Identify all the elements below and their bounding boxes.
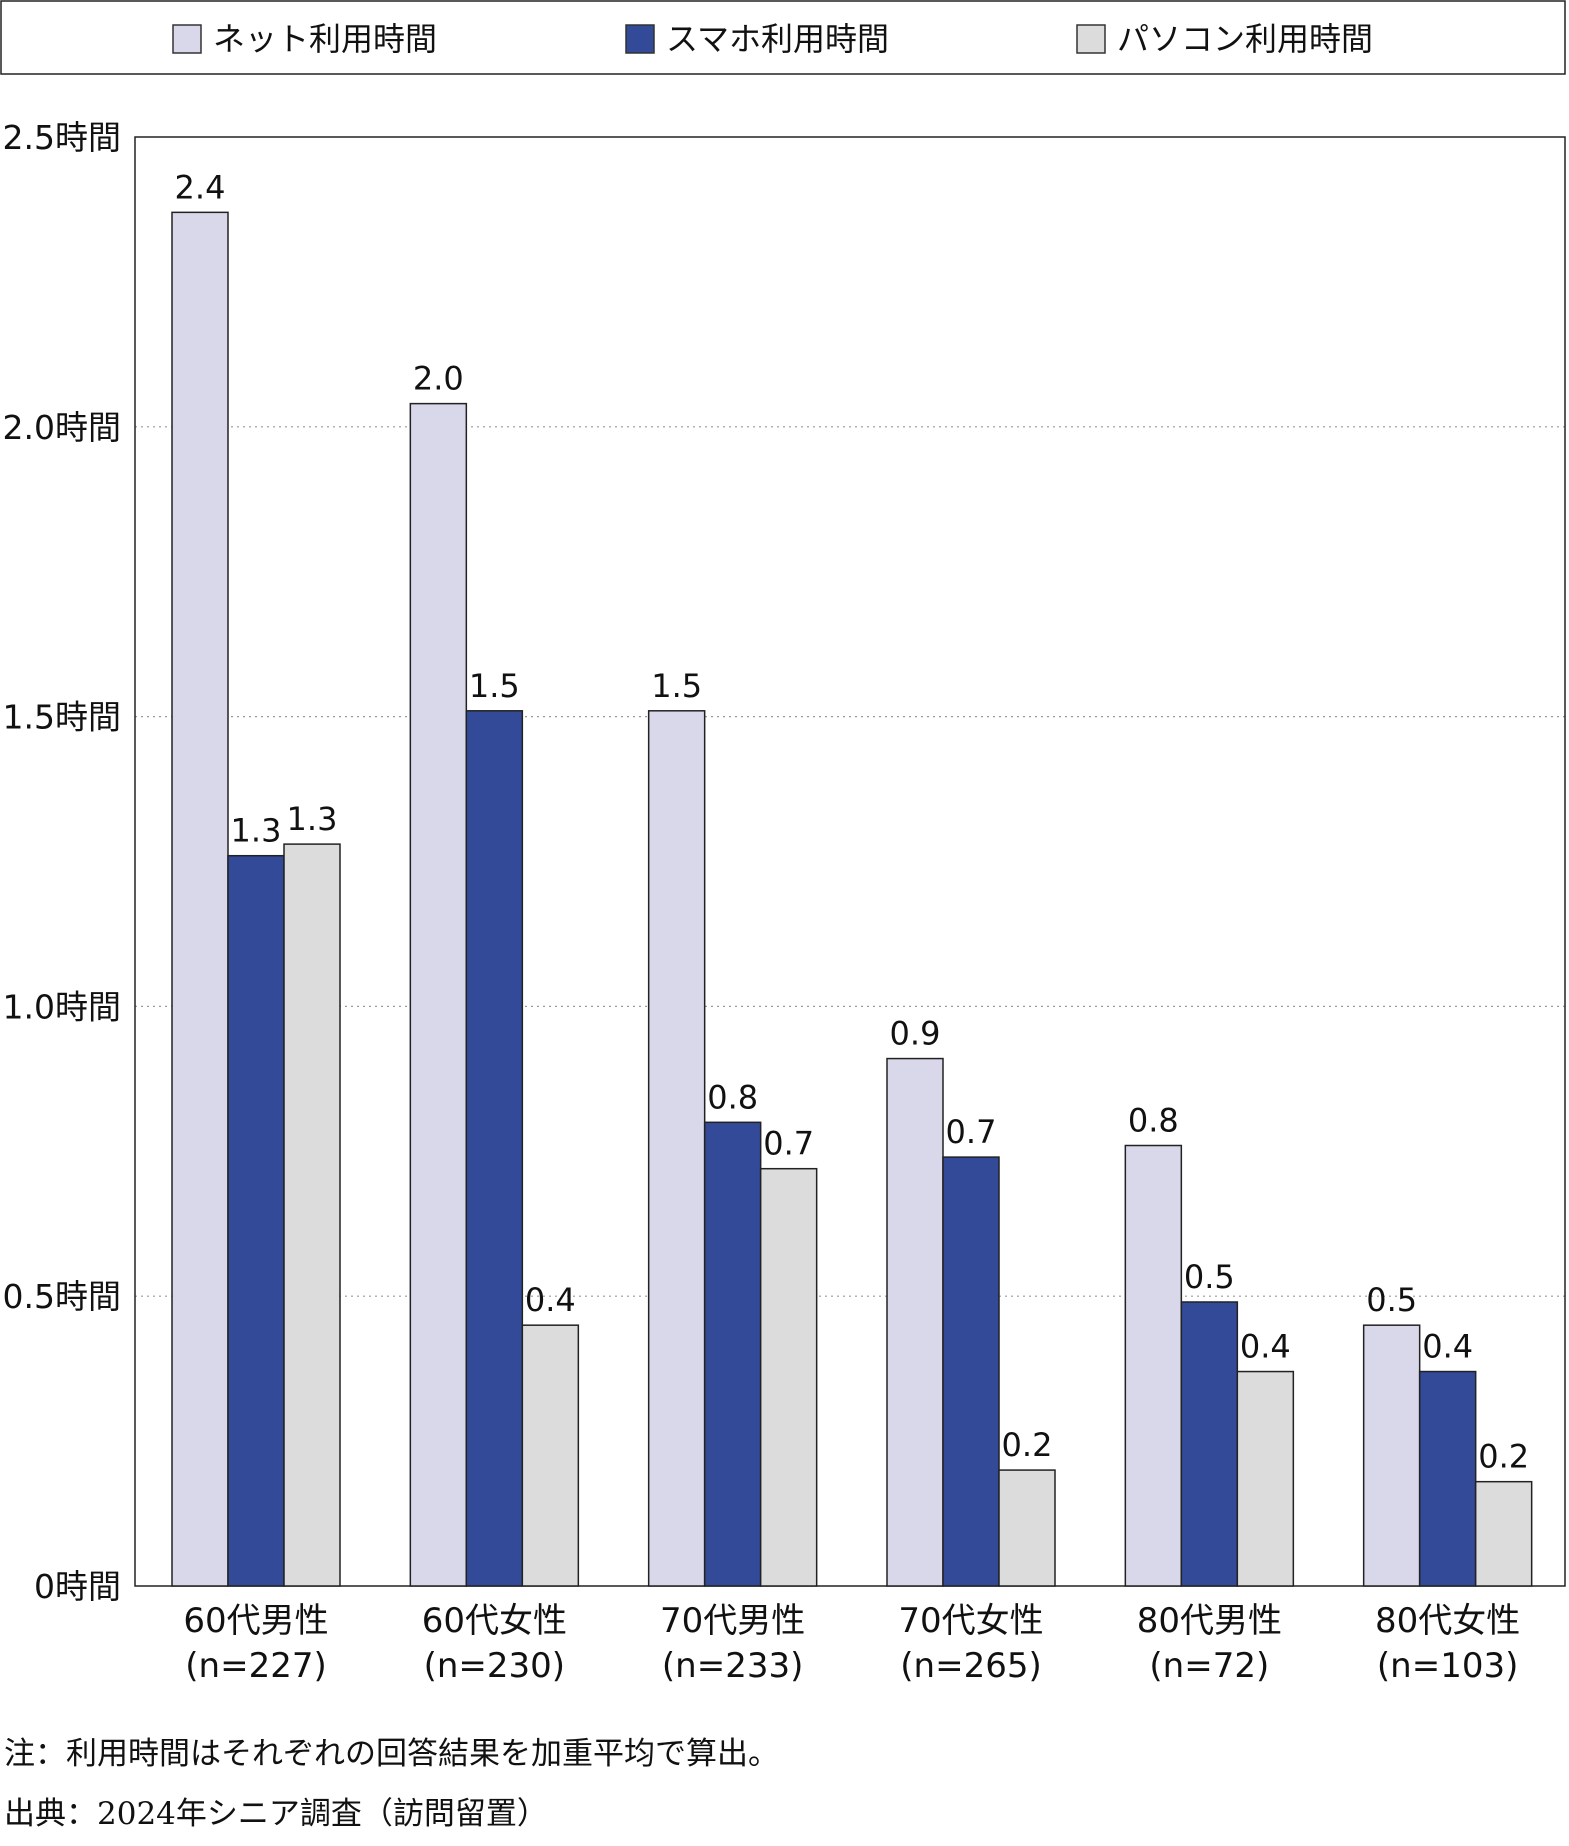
y-tick-label: 2.5時間 (3, 118, 121, 157)
data-label: 0.8 (1128, 1102, 1179, 1140)
data-label: 0.4 (1422, 1328, 1473, 1366)
legend-swatch-1 (625, 24, 655, 54)
x-tick-sample-size: (n=230) (424, 1646, 565, 1686)
data-label: 0.4 (525, 1281, 576, 1319)
bar (1362, 1324, 1421, 1587)
x-tick-label: 60代男性 (183, 1601, 328, 1641)
data-label: 1.5 (469, 667, 520, 705)
data-label: 0.2 (1478, 1438, 1529, 1476)
data-label: 0.2 (1002, 1426, 1053, 1464)
legend-box (0, 0, 1566, 75)
y-tick-label: 1.5時間 (3, 698, 121, 737)
bar (1418, 1370, 1477, 1587)
x-tick-label: 80代男性 (1137, 1601, 1282, 1641)
bar (227, 854, 285, 1587)
bar (759, 1167, 818, 1587)
bar (942, 1156, 1000, 1587)
data-label: 0.8 (707, 1078, 758, 1116)
x-tick-sample-size: (n=227) (185, 1646, 326, 1686)
bar (171, 211, 229, 1587)
x-tick-sample-size: (n=72) (1149, 1646, 1269, 1686)
bar (283, 843, 341, 1587)
x-tick-label: 60代女性 (422, 1601, 567, 1641)
bar (521, 1324, 580, 1587)
bar (1180, 1301, 1239, 1587)
bar (1124, 1144, 1183, 1587)
x-tick-label: 80代女性 (1375, 1601, 1520, 1641)
bar (998, 1469, 1056, 1587)
source-text: 出典：2024年シニア調査（訪問留置） (4, 1796, 548, 1832)
y-tick-label: 2.0時間 (3, 408, 121, 447)
plot-frame (134, 136, 1566, 1587)
bar (465, 710, 524, 1587)
y-tick-label: 0.5時間 (3, 1277, 121, 1316)
x-tick-sample-size: (n=233) (662, 1646, 803, 1686)
legend-label-2: パソコン利用時間 (1117, 20, 1373, 58)
legend-label-1: スマホ利用時間 (666, 20, 889, 58)
bar (886, 1057, 944, 1587)
bar (409, 402, 468, 1587)
data-label: 0.7 (763, 1125, 814, 1163)
bar (647, 710, 706, 1587)
y-tick-label: 0時間 (34, 1567, 121, 1606)
bar (703, 1121, 762, 1587)
note-text: 注：利用時間はそれぞれの回答結果を加重平均で算出。 (4, 1736, 779, 1772)
legend-swatch-2 (1076, 24, 1106, 54)
y-tick-label: 1.0時間 (3, 987, 121, 1026)
x-tick-sample-size: (n=103) (1377, 1646, 1518, 1686)
data-label: 0.4 (1240, 1328, 1291, 1366)
data-label: 0.5 (1366, 1281, 1417, 1319)
bar (1236, 1370, 1295, 1587)
data-label: 0.5 (1184, 1258, 1235, 1296)
x-tick-label: 70代女性 (898, 1601, 1043, 1641)
data-label: 2.4 (175, 168, 226, 206)
bar (1474, 1480, 1533, 1587)
data-label: 0.7 (946, 1113, 997, 1151)
data-label: 0.9 (890, 1015, 941, 1053)
data-label: 1.5 (651, 667, 702, 705)
legend-label-0: ネット利用時間 (213, 20, 437, 58)
x-tick-sample-size: (n=265) (900, 1646, 1041, 1686)
data-label: 1.3 (231, 812, 282, 850)
data-label: 2.0 (413, 360, 464, 398)
x-tick-label: 70代男性 (660, 1601, 805, 1641)
legend-swatch-0 (172, 24, 202, 54)
data-label: 1.3 (287, 800, 338, 838)
